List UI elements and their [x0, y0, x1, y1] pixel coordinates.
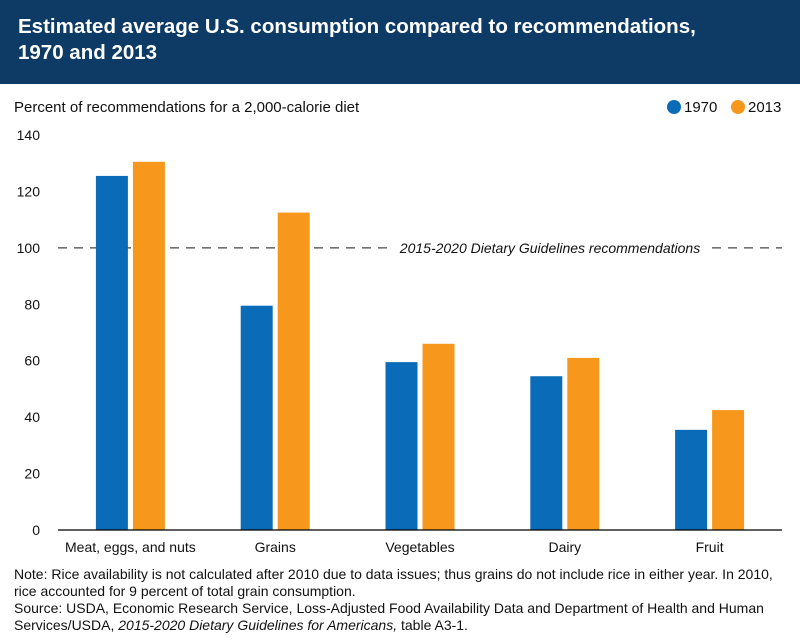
x-category-label-0: Meat, eggs, and nuts: [65, 539, 196, 555]
source-italic-title: 2015-2020 Dietary Guidelines for America…: [118, 617, 398, 633]
chart-header: Estimated average U.S. consumption compa…: [0, 0, 800, 84]
chart-title: Estimated average U.S. consumption compa…: [18, 14, 780, 66]
bar-1970-0: [95, 175, 128, 530]
chart-title-line-1: Estimated average U.S. consumption compa…: [18, 15, 696, 38]
bar-2013-4: [712, 410, 745, 530]
reference-line-group: 2015-2020 Dietary Guidelines recommendat…: [58, 240, 782, 256]
legend-label-1970: 1970: [684, 99, 717, 116]
source-prefix: Source: USDA, Economic Research Service,…: [14, 600, 764, 633]
y-tick-label-100: 100: [17, 240, 41, 256]
x-category-label-2: Vegetables: [385, 539, 454, 555]
source-text: Source: USDA, Economic Research Service,…: [14, 600, 790, 634]
y-tick-label-20: 20: [24, 466, 40, 482]
bar-1970-3: [530, 376, 563, 530]
legend-swatch-2013: [731, 100, 745, 114]
y-tick-label-60: 60: [24, 353, 40, 369]
y-tick-label-80: 80: [24, 296, 40, 312]
bars: [95, 161, 745, 530]
x-category-label-4: Fruit: [696, 539, 724, 555]
legend-label-2013: 2013: [748, 99, 781, 116]
y-tick-label-120: 120: [17, 183, 41, 199]
y-tick-label-140: 140: [17, 127, 41, 143]
y-tick-label-40: 40: [24, 409, 40, 425]
y-tick-label-0: 0: [32, 522, 40, 538]
bar-1970-2: [385, 362, 418, 530]
reference-line-label: 2015-2020 Dietary Guidelines recommendat…: [399, 240, 700, 256]
x-axis: Meat, eggs, and nuts Grains Vegetables Dair…: [58, 529, 782, 555]
x-category-label-3: Dairy: [548, 539, 581, 555]
bar-chart: Percent of recommendations for a 2,000-c…: [14, 99, 782, 555]
source-suffix: table A3-1.: [401, 617, 468, 633]
bar-2013-2: [422, 343, 455, 530]
bar-1970-1: [240, 305, 273, 530]
chart-title-line-2: 1970 and 2013: [18, 41, 158, 64]
bar-2013-1: [277, 212, 310, 530]
bar-2013-3: [567, 357, 600, 530]
x-category-label-1: Grains: [255, 539, 296, 555]
note-text: Note: Rice availability is not calculate…: [14, 566, 773, 599]
bar-1970-4: [675, 429, 708, 530]
legend-swatch-1970: [667, 100, 681, 114]
chart-notes: Note: Rice availability is not calculate…: [14, 566, 790, 634]
bar-2013-0: [132, 161, 165, 530]
y-axis: 0 20 40 60 80 100 120 140: [17, 127, 41, 538]
legend: 1970 2013: [667, 99, 781, 116]
chart-subtitle: Percent of recommendations for a 2,000-c…: [14, 99, 360, 116]
